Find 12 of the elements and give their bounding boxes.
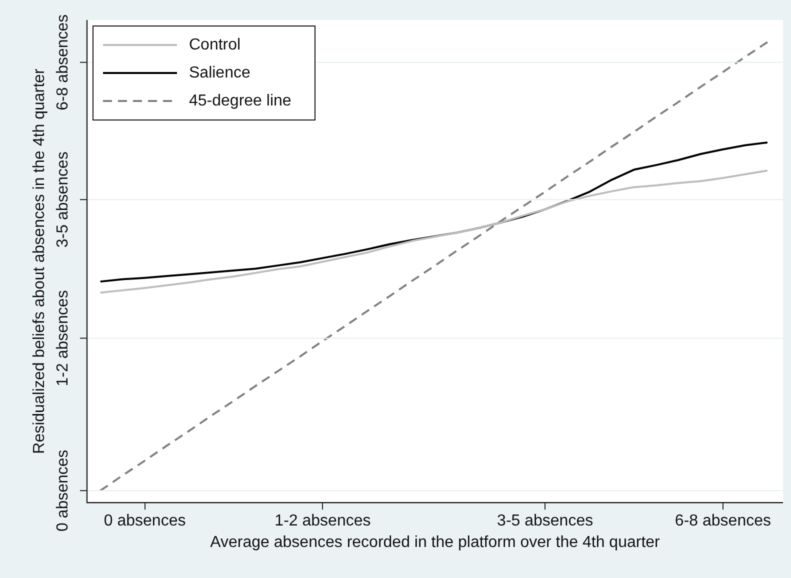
y-axis-title: Residualized beliefs about absences in the 4th quarter	[31, 68, 48, 454]
legend-label: Control	[189, 36, 241, 54]
text: 6-8 absences	[54, 14, 72, 110]
x-tick-label: 3-5 absences	[497, 512, 594, 530]
x-tick-label: 6-8 absences	[674, 512, 771, 530]
x-tick-label: 1-2 absences	[274, 512, 371, 530]
text: 1-2 absences	[54, 290, 72, 386]
text: 3-5 absences	[54, 152, 72, 248]
x-tick-label: 0 absences	[104, 512, 186, 530]
legend-label: Salience	[189, 64, 250, 82]
legend-label: 45-degree line	[189, 92, 292, 110]
x-axis-title: Average absences recorded in the platform over the 4th quarter	[210, 534, 661, 551]
